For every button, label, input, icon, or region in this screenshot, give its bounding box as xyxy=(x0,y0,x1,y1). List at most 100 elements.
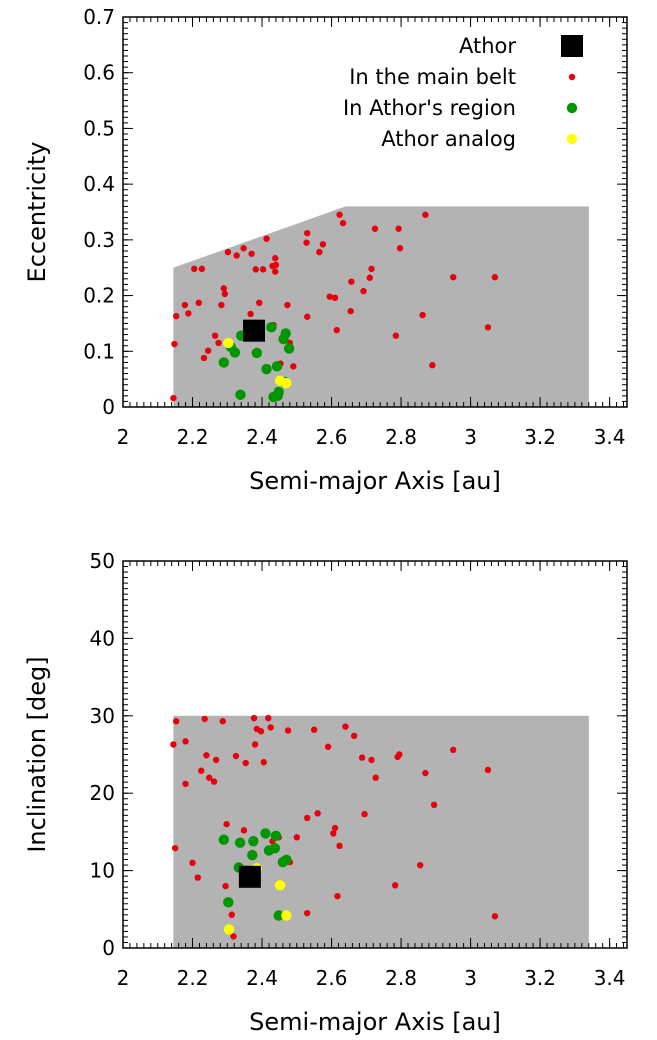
point-in-the-main-belt xyxy=(336,842,343,850)
point-in-the-main-belt xyxy=(251,741,259,748)
point-in-the-main-belt xyxy=(256,299,263,307)
point-in-the-main-belt xyxy=(223,820,230,828)
point-in-the-main-belt xyxy=(250,714,258,722)
point-in-the-main-belt xyxy=(368,756,375,764)
point-in-the-main-belt xyxy=(240,827,248,834)
point-in-athor-s-region xyxy=(261,363,272,375)
x-tick-label: 2.2 xyxy=(177,966,209,990)
point-in-athor-s-region xyxy=(229,347,241,358)
point-in-athor-s-region xyxy=(218,357,229,368)
legend-marker xyxy=(566,133,578,145)
y-tick-label: 0.6 xyxy=(83,61,115,85)
point-athor-analog xyxy=(223,924,235,935)
point-in-the-main-belt xyxy=(316,248,323,256)
point-in-the-main-belt xyxy=(491,273,499,281)
point-in-the-main-belt xyxy=(185,310,192,317)
point-in-the-main-belt xyxy=(198,767,205,774)
y-tick-label: 0.2 xyxy=(83,284,115,308)
point-in-the-main-belt xyxy=(372,774,379,781)
point-in-the-main-belt xyxy=(191,265,198,273)
point-in-the-main-belt xyxy=(181,301,189,309)
point-in-athor-s-region xyxy=(234,837,246,848)
point-in-the-main-belt xyxy=(171,340,178,348)
point-in-the-main-belt xyxy=(303,239,310,246)
point-in-the-main-belt xyxy=(272,255,279,262)
point-in-the-main-belt xyxy=(429,362,436,369)
x-tick-label: 2.6 xyxy=(316,966,348,990)
point-in-the-main-belt xyxy=(284,727,292,734)
point-in-the-main-belt xyxy=(395,225,402,232)
point-in-the-main-belt xyxy=(350,732,358,740)
point-in-the-main-belt xyxy=(265,714,272,722)
point-in-the-main-belt xyxy=(230,933,237,940)
point-in-the-main-belt xyxy=(361,810,368,818)
point-in-the-main-belt xyxy=(319,241,327,248)
point-in-the-main-belt xyxy=(182,780,189,788)
point-in-athor-s-region xyxy=(248,835,259,847)
point-in-the-main-belt xyxy=(219,718,226,725)
point-in-the-main-belt xyxy=(242,759,249,767)
point-in-the-main-belt xyxy=(422,211,429,218)
x-axis-title: Semi-major Axis [au] xyxy=(249,467,501,495)
point-in-the-main-belt xyxy=(324,743,332,750)
y-tick-label: 10 xyxy=(90,859,115,883)
point-in-the-main-belt xyxy=(272,261,280,269)
point-in-athor-s-region xyxy=(271,361,283,372)
plot-frame xyxy=(122,16,628,408)
point-in-athor-s-region xyxy=(235,389,246,400)
point-in-the-main-belt xyxy=(260,759,267,766)
eccentricity-panel: 2 2.2 2.4 2.6 2.8 3 3.2 3.4 0 0.1 0.2 0.3 0.4 0.5 0.6 0… xyxy=(23,5,628,495)
point-in-the-main-belt xyxy=(358,754,366,761)
point-in-the-main-belt xyxy=(189,859,196,867)
y-tick-label: 0.5 xyxy=(83,116,115,140)
point-in-athor-s-region xyxy=(223,897,234,908)
point-in-athor-s-region xyxy=(280,328,291,339)
point-in-the-main-belt xyxy=(422,769,429,777)
x-tick-label: 2 xyxy=(117,425,130,449)
point-in-the-main-belt xyxy=(172,718,180,725)
point-in-the-main-belt xyxy=(240,245,247,252)
point-in-athor-s-region xyxy=(251,347,263,359)
point-in-the-main-belt xyxy=(247,310,254,318)
point-in-the-main-belt xyxy=(224,248,232,256)
point-in-the-main-belt xyxy=(198,265,206,273)
point-in-the-main-belt xyxy=(304,229,311,237)
point-in-the-main-belt xyxy=(430,801,438,809)
point-in-the-main-belt xyxy=(304,909,311,917)
x-tick-label: 2.8 xyxy=(385,966,417,990)
legend-label: Athor xyxy=(459,34,516,58)
y-axis-title: Inclination [deg] xyxy=(23,656,51,852)
point-athor xyxy=(243,319,266,342)
legend-marker xyxy=(561,35,583,57)
point-in-the-main-belt xyxy=(392,332,400,339)
point-in-the-main-belt xyxy=(360,287,367,295)
x-tick-label: 3.4 xyxy=(594,425,626,449)
point-in-athor-s-region xyxy=(273,910,284,921)
y-axis-title: Eccentricity xyxy=(23,142,51,283)
x-tick-label: 3.2 xyxy=(524,425,556,449)
point-in-the-main-belt xyxy=(257,728,265,735)
y-tick-label: 0.3 xyxy=(83,228,115,252)
point-in-the-main-belt xyxy=(204,347,212,354)
point-in-the-main-belt xyxy=(484,766,492,774)
point-in-the-main-belt xyxy=(290,363,297,370)
point-athor-analog xyxy=(281,910,292,921)
point-in-the-main-belt xyxy=(336,211,343,218)
point-in-the-main-belt xyxy=(218,301,225,309)
y-tick-label: 0 xyxy=(102,936,115,960)
legend-label: In Athor's region xyxy=(343,96,516,120)
point-in-athor-s-region xyxy=(269,842,281,854)
point-in-the-main-belt xyxy=(484,324,492,331)
point-in-the-main-belt xyxy=(391,882,399,889)
x-tick-label: 2.6 xyxy=(316,425,348,449)
plot-frame xyxy=(122,560,628,949)
y-tick-label: 0.7 xyxy=(83,5,115,29)
point-in-the-main-belt xyxy=(304,814,311,822)
point-in-the-main-belt xyxy=(450,746,457,754)
point-in-the-main-belt xyxy=(194,874,201,881)
point-in-the-main-belt xyxy=(284,301,291,309)
x-tick-label: 2 xyxy=(117,966,130,990)
point-in-the-main-belt xyxy=(211,332,219,339)
point-in-the-main-belt xyxy=(310,726,318,733)
y-tick-label: 0.4 xyxy=(83,172,115,196)
